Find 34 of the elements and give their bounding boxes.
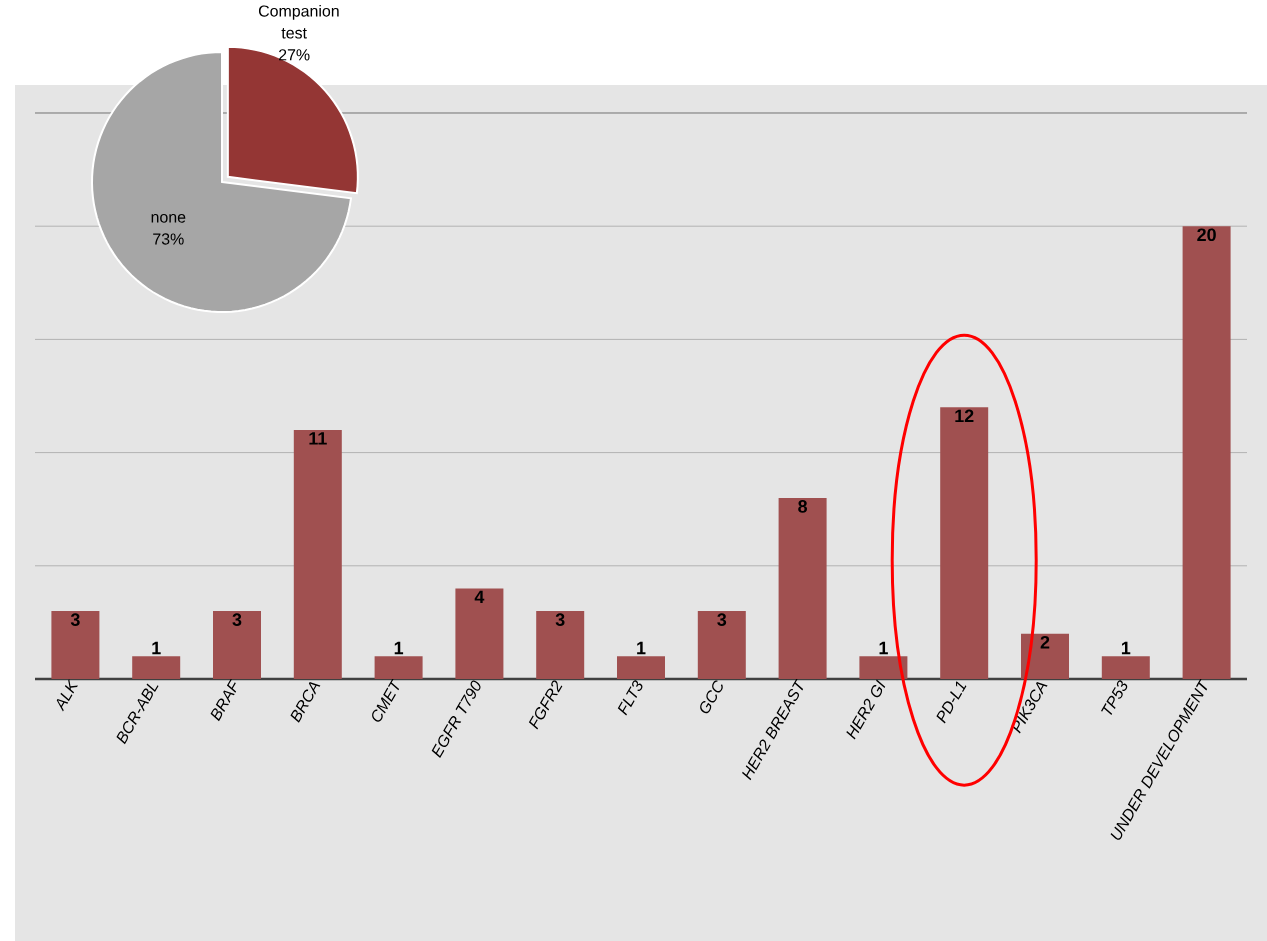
- slice-label: none: [151, 213, 186, 223]
- bar: [697, 611, 746, 679]
- data-label: 3: [555, 613, 565, 626]
- bar: [132, 656, 181, 679]
- bar: [617, 656, 665, 679]
- data-label: 3: [70, 613, 80, 626]
- bar: [293, 429, 342, 679]
- bar: [213, 611, 261, 679]
- data-label: 1: [1121, 641, 1131, 655]
- data-label: 3: [717, 613, 727, 626]
- bar: [536, 611, 585, 679]
- bar: [374, 656, 423, 679]
- bar: [455, 588, 504, 679]
- data-label: 1: [152, 641, 161, 655]
- data-label: 8: [798, 500, 808, 513]
- data-label: 27%: [279, 49, 310, 61]
- data-label: 11: [309, 432, 327, 445]
- bar: [1021, 633, 1069, 679]
- data-label: 2: [1040, 635, 1050, 649]
- data-label: 12: [955, 409, 974, 423]
- bar: [51, 611, 100, 679]
- bar: [778, 497, 827, 679]
- bar: [1101, 656, 1150, 679]
- data-label: 20: [1197, 228, 1216, 242]
- bar: [1182, 226, 1231, 679]
- slice-label: Companion test: [258, 4, 339, 39]
- data-label: 73%: [153, 233, 184, 245]
- bar: [940, 407, 989, 679]
- data-label: 3: [232, 613, 242, 626]
- data-label: 1: [879, 641, 888, 655]
- data-label: 4: [474, 590, 485, 603]
- data-label: 1: [637, 641, 646, 655]
- data-label: 1: [394, 641, 404, 655]
- bar: [859, 656, 908, 679]
